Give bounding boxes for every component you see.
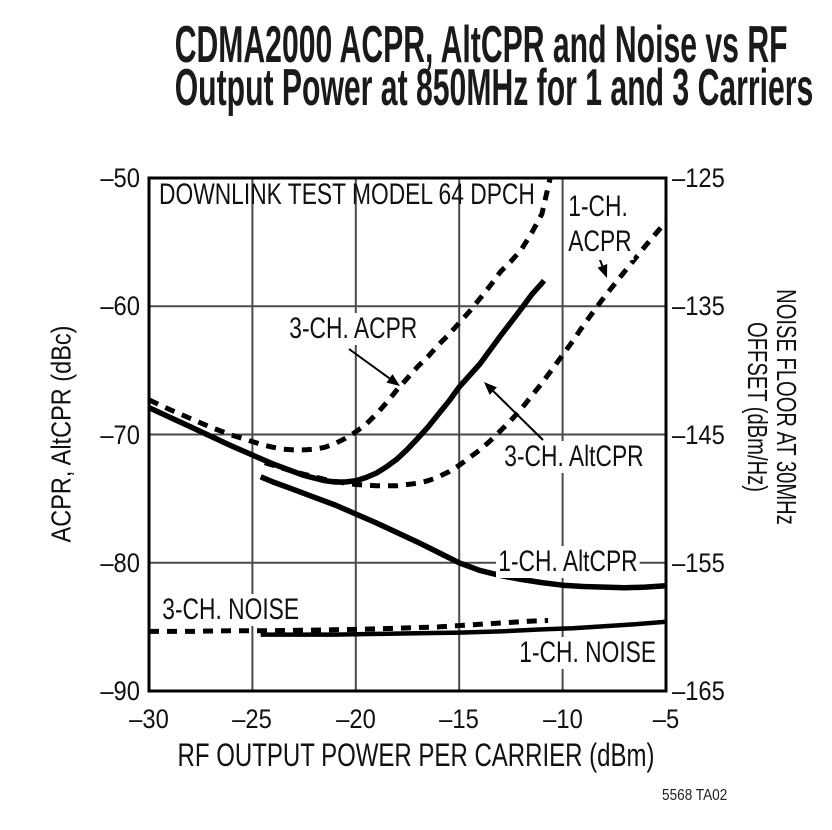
label-1ch-acpr-line1: 1-CH. xyxy=(568,190,628,223)
ytick-right-label: –135 xyxy=(672,291,725,322)
ytick-left-label: –70 xyxy=(100,419,140,450)
curve-1-ch-acpr xyxy=(264,219,667,489)
xtick-label: –30 xyxy=(129,704,169,734)
xtick-label: –5 xyxy=(652,704,680,734)
label-1ch-acpr-line2: ACPR xyxy=(568,225,632,258)
callout-arrow-shaft xyxy=(492,390,544,441)
label-3ch-acpr: 3-CH. ACPR xyxy=(287,313,420,345)
ytick-left-label: –80 xyxy=(100,547,140,578)
xtick-label: –15 xyxy=(439,704,480,734)
curve-3-ch-noise xyxy=(149,618,549,634)
callout-arrowhead-icon xyxy=(484,382,497,395)
plot-border xyxy=(147,176,668,693)
xtick-label: –20 xyxy=(335,704,376,734)
ytick-left-label: –90 xyxy=(100,676,140,706)
curve-1-ch-noise xyxy=(260,619,667,637)
curve-1-ch-altcpr xyxy=(259,474,667,591)
label-1ch-altcpr: 1-CH. AltCPR xyxy=(496,546,640,578)
label-1ch-noise: 1-CH. NOISE xyxy=(517,637,659,669)
annotation-downlink-test-model: DOWNLINK TEST MODEL 64 DPCH xyxy=(159,178,535,211)
right-axis-title: NOISE FLOOR AT 30MHz OFFSET (dBm/Hz) xyxy=(742,289,802,525)
ytick-right-label: –145 xyxy=(672,419,725,450)
ytick-right-label: –125 xyxy=(672,163,725,193)
figure-code: 5568 TA02 xyxy=(662,787,728,804)
callout-arrowhead-icon xyxy=(386,374,400,386)
x-axis-title: RF OUTPUT POWER PER CARRIER (dBm) xyxy=(177,737,655,773)
chart-title: CDMA2000 ACPR, AltCPR and Noise vs RF Ou… xyxy=(0,19,832,114)
ytick-left-label: –50 xyxy=(100,163,140,193)
callout-arrowhead-icon xyxy=(597,263,608,278)
label-3ch-noise: 3-CH. NOISE xyxy=(160,594,302,626)
right-axis-title-line1: NOISE FLOOR AT 30MHz xyxy=(771,289,802,525)
ytick-right-label: –165 xyxy=(672,676,725,706)
label-1ch-acpr: 1-CH. ACPR xyxy=(566,188,634,260)
label-3ch-altcpr: 3-CH. AltCPR xyxy=(502,441,646,473)
ytick-left-label: –60 xyxy=(100,291,140,322)
xtick-label: –25 xyxy=(232,704,273,734)
right-axis-title-line2: OFFSET (dBm/Hz) xyxy=(742,322,773,492)
ytick-right-label: –155 xyxy=(672,547,725,578)
xtick-label: –10 xyxy=(542,704,583,734)
left-axis-title: ACPR, AltCPR (dBc) xyxy=(45,325,77,543)
curve-3-ch-altcpr xyxy=(148,278,547,485)
callout-arrow-shaft xyxy=(348,348,391,380)
